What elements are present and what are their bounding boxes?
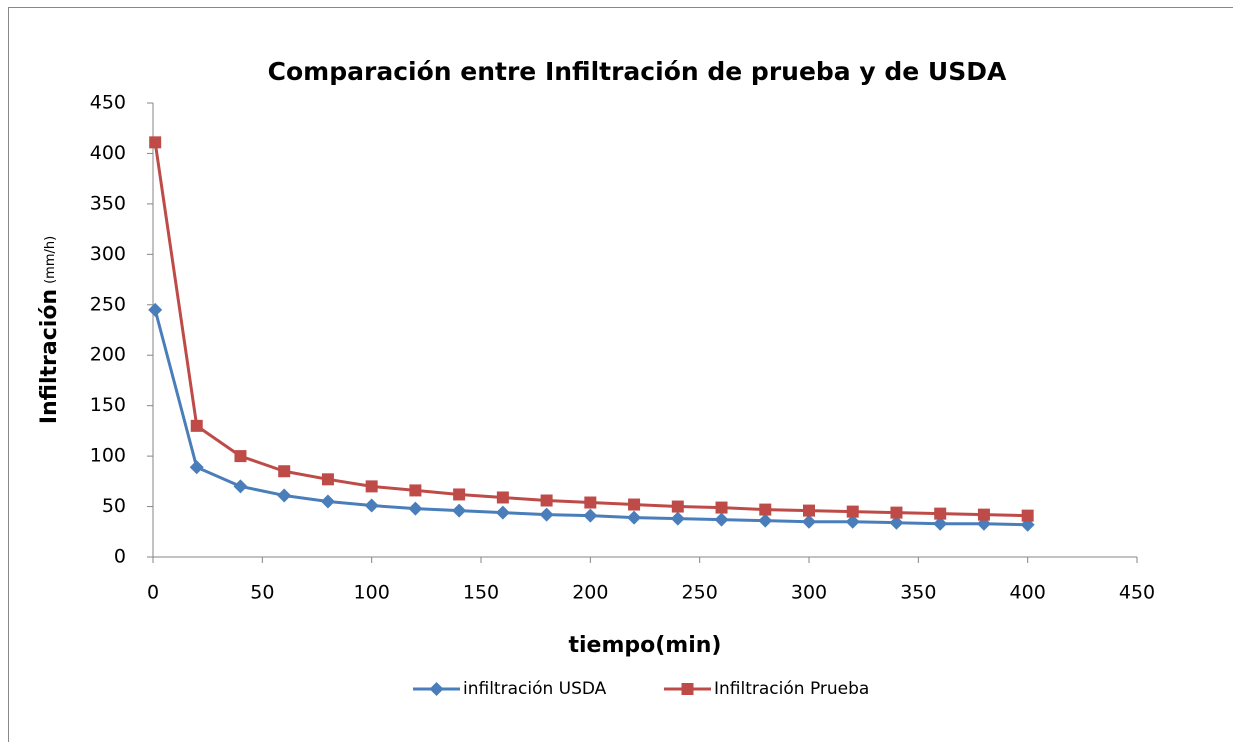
- marker: [148, 302, 163, 317]
- marker: [233, 479, 248, 494]
- x-tick-label: 300: [791, 582, 827, 604]
- marker: [802, 514, 816, 529]
- marker: [846, 505, 859, 518]
- marker: [409, 484, 422, 497]
- marker: [889, 515, 904, 530]
- marker: [539, 507, 554, 522]
- marker: [496, 491, 509, 504]
- x-tick-label: 50: [250, 582, 274, 604]
- marker: [495, 505, 510, 520]
- marker: [715, 501, 728, 514]
- y-tick-label: 250: [90, 293, 126, 315]
- legend-label: Infiltración Prueba: [714, 679, 869, 699]
- y-tick-label: 150: [90, 394, 126, 416]
- marker: [934, 507, 947, 520]
- marker: [365, 480, 378, 493]
- y-tick-label: 200: [90, 344, 126, 366]
- x-tick-label: 150: [463, 582, 499, 604]
- marker: [540, 494, 553, 507]
- marker: [758, 513, 773, 528]
- marker: [364, 498, 379, 513]
- x-tick-label: 450: [1119, 582, 1155, 604]
- marker: [429, 682, 444, 696]
- x-tick-label: 100: [354, 582, 390, 604]
- y-tick-label: 450: [90, 92, 126, 114]
- y-axis-label: Infiltración (mm/h): [37, 236, 62, 424]
- marker: [321, 473, 334, 486]
- y-tick-label: 350: [90, 192, 126, 214]
- chart-frame: [8, 7, 1233, 742]
- marker: [977, 508, 990, 521]
- marker: [933, 516, 948, 531]
- y-tick-label: 100: [90, 445, 126, 467]
- marker: [452, 503, 467, 518]
- series-line: [153, 142, 1028, 518]
- marker: [584, 496, 597, 509]
- marker: [189, 460, 204, 475]
- marker: [681, 683, 694, 695]
- x-tick-label: 200: [572, 582, 608, 604]
- marker: [277, 488, 292, 503]
- x-tick-label: 250: [682, 582, 718, 604]
- marker: [845, 514, 860, 529]
- x-tick-label: 400: [1010, 582, 1046, 604]
- marker: [759, 503, 772, 516]
- legend-label: infiltración USDA: [463, 679, 607, 699]
- marker: [583, 508, 598, 523]
- marker: [1021, 509, 1034, 522]
- marker: [320, 494, 335, 509]
- chart-title: Comparación entre Infiltración de prueba…: [268, 57, 1007, 86]
- marker: [670, 511, 685, 526]
- marker: [408, 501, 423, 516]
- y-tick-label: 300: [90, 243, 126, 265]
- marker: [627, 510, 642, 525]
- y-tick-label: 50: [102, 495, 126, 517]
- marker: [453, 488, 466, 501]
- x-tick-label: 0: [147, 582, 159, 604]
- marker: [803, 504, 815, 517]
- x-axis-label: tiempo(min): [568, 633, 721, 658]
- y-tick-label: 400: [90, 142, 126, 164]
- marker: [714, 512, 729, 527]
- marker: [234, 450, 247, 463]
- marker: [278, 465, 291, 478]
- x-tick-label: 350: [900, 582, 936, 604]
- marker: [890, 506, 903, 519]
- marker: [628, 498, 641, 511]
- marker: [190, 419, 203, 432]
- y-axis-label-unit: (mm/h): [43, 236, 58, 284]
- y-tick-label: 0: [114, 546, 126, 568]
- marker: [149, 136, 162, 149]
- y-axis-label-main: Infiltración: [37, 289, 62, 424]
- marker: [671, 500, 684, 513]
